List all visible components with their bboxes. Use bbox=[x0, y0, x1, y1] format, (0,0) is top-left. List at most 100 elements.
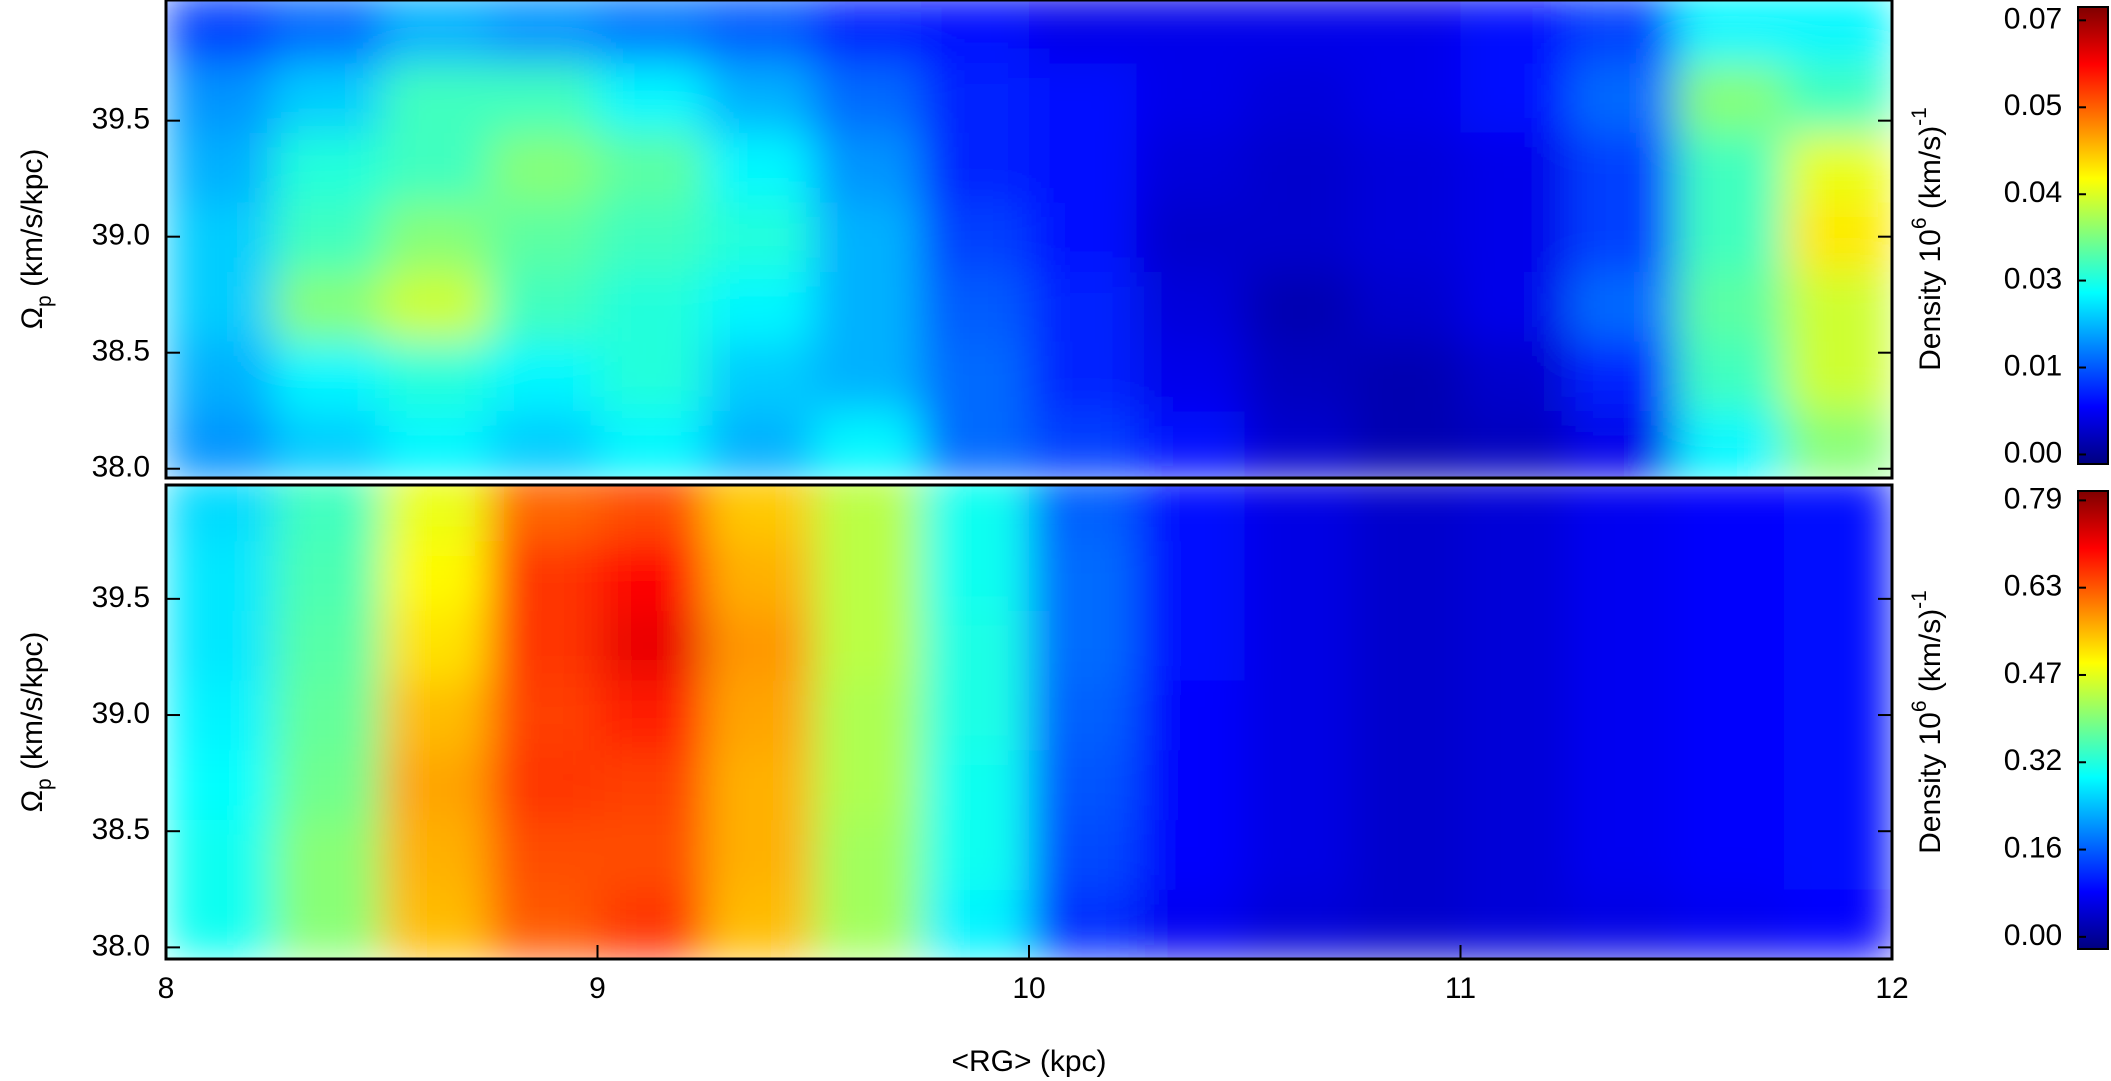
heatmap-cell bbox=[1676, 485, 1785, 542]
y-axis-label: Ωp (km/s/kpc) bbox=[16, 149, 56, 330]
heatmap-cell bbox=[381, 201, 491, 272]
heatmap-cell bbox=[489, 341, 598, 412]
colorbar bbox=[2077, 6, 2109, 465]
heatmap-cell bbox=[166, 271, 275, 342]
heatmap-cell bbox=[1136, 680, 1246, 751]
heatmap-cell bbox=[1029, 410, 1138, 478]
colorbar-label: Density 106 (km/s)-1 bbox=[1908, 107, 1947, 371]
heatmap-cell bbox=[1460, 540, 1569, 611]
heatmap-cell bbox=[1784, 341, 1892, 412]
heatmap-cell bbox=[921, 271, 1030, 342]
heatmap-cell bbox=[1784, 410, 1892, 478]
heatmap-cell bbox=[1244, 62, 1354, 133]
y-tick-label: 39.5 bbox=[92, 103, 150, 136]
heatmap-cells bbox=[166, 0, 1892, 478]
heatmap-cell bbox=[166, 132, 275, 203]
heatmap-cell bbox=[597, 540, 706, 611]
heatmap-cell bbox=[1136, 132, 1246, 203]
label-part: Density 10 bbox=[1914, 712, 1947, 854]
label-part: 6 bbox=[1908, 700, 1931, 712]
heatmap-cell bbox=[1352, 132, 1461, 203]
heatmap-cell bbox=[1784, 132, 1892, 203]
heatmap-cell bbox=[1029, 819, 1138, 890]
heatmap-cell bbox=[597, 819, 706, 890]
heatmap-cell bbox=[273, 201, 383, 272]
heatmap-cell bbox=[1676, 410, 1785, 478]
heatmap-cell bbox=[1784, 62, 1892, 133]
colorbar-tick-label: 0.32 bbox=[2004, 744, 2062, 777]
heatmap-cell bbox=[1029, 610, 1138, 681]
heatmap-cell bbox=[273, 341, 383, 412]
heatmap-cell bbox=[1244, 410, 1354, 478]
heatmap-cell bbox=[1136, 341, 1246, 412]
heatmap-cell bbox=[705, 680, 814, 751]
colorbar-tick-label: 0.04 bbox=[2004, 176, 2062, 209]
heatmap-cell bbox=[1784, 610, 1892, 681]
heatmap-cell bbox=[1029, 201, 1138, 272]
heatmap-cell bbox=[1460, 485, 1569, 542]
heatmap-cell bbox=[381, 610, 491, 681]
heatmap-cell bbox=[1568, 749, 1677, 821]
heatmap-cell bbox=[597, 889, 706, 959]
heatmap-cell bbox=[1136, 0, 1246, 64]
colorbar-tick-label: 0.63 bbox=[2004, 570, 2062, 603]
heatmap-cell bbox=[489, 819, 598, 890]
heatmap-cell bbox=[1784, 485, 1892, 542]
label-part: Ω bbox=[16, 790, 49, 812]
heatmap-cell bbox=[921, 201, 1030, 272]
heatmap-cell bbox=[166, 0, 275, 64]
heatmap-cell bbox=[1244, 201, 1354, 272]
heatmap-cell bbox=[381, 132, 491, 203]
heatmap-cell bbox=[1352, 271, 1461, 342]
y-tick-label: 38.5 bbox=[92, 813, 150, 846]
heatmap-cell bbox=[1460, 749, 1569, 821]
heatmap-cell bbox=[1568, 62, 1677, 133]
heatmap-cell bbox=[1352, 680, 1461, 751]
heatmap-cell bbox=[489, 680, 598, 751]
heatmap-cell bbox=[1244, 485, 1354, 542]
heatmap-cell bbox=[705, 62, 814, 133]
colorbar-tick-label: 0.01 bbox=[2004, 349, 2062, 382]
heatmap bbox=[166, 0, 1892, 478]
heatmap-cell bbox=[1460, 610, 1569, 681]
heatmap-cell bbox=[381, 680, 491, 751]
heatmap-cell bbox=[1460, 889, 1569, 959]
heatmap-cell bbox=[921, 485, 1030, 542]
heatmap-cell bbox=[1784, 201, 1892, 272]
heatmap-cell bbox=[1460, 819, 1569, 890]
heatmap-cell bbox=[597, 341, 706, 412]
heatmap-cell bbox=[921, 341, 1030, 412]
heatmap-cell bbox=[166, 819, 275, 890]
heatmap-cell bbox=[381, 540, 491, 611]
heatmap-cell bbox=[1244, 132, 1354, 203]
heatmap-cell bbox=[921, 62, 1030, 133]
heatmap-cell bbox=[597, 62, 706, 133]
heatmap-cell bbox=[1460, 62, 1569, 133]
heatmap-cell bbox=[1676, 271, 1785, 342]
colorbar-tick-label: 0.79 bbox=[2004, 482, 2062, 515]
heatmap-cell bbox=[1029, 341, 1138, 412]
heatmap-cell bbox=[813, 62, 922, 133]
heatmap-cell bbox=[273, 62, 383, 133]
heatmap-cell bbox=[1784, 749, 1892, 821]
heatmap-cell bbox=[1029, 0, 1138, 64]
heatmap-cell bbox=[1568, 341, 1677, 412]
heatmap-cell bbox=[813, 341, 922, 412]
heatmap-cell bbox=[705, 271, 814, 342]
heatmap-cell bbox=[166, 485, 275, 542]
heatmap-cell bbox=[1029, 485, 1138, 542]
x-axis-label: <RG> (kpc) bbox=[951, 1045, 1106, 1078]
heatmap-cell bbox=[1352, 610, 1461, 681]
x-tick-label: 11 bbox=[1445, 972, 1476, 1005]
heatmap-cell bbox=[1352, 341, 1461, 412]
heatmap-cell bbox=[273, 132, 383, 203]
y-tick-label: 38.0 bbox=[92, 451, 150, 484]
heatmap-cell bbox=[1352, 410, 1461, 478]
heatmap-cell bbox=[1029, 749, 1138, 821]
heatmap-cell bbox=[1244, 889, 1354, 959]
heatmap-cell bbox=[489, 62, 598, 133]
heatmap-cell bbox=[273, 410, 383, 478]
heatmap-cell bbox=[705, 610, 814, 681]
heatmap-cell bbox=[921, 819, 1030, 890]
heatmap-cell bbox=[1244, 680, 1354, 751]
